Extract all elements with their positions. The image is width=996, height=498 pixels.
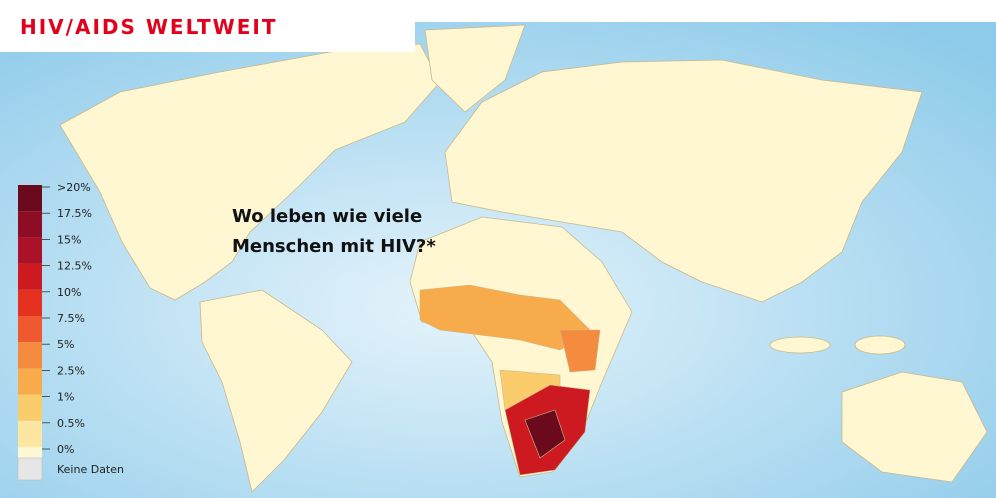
title-box — [0, 0, 415, 52]
continents — [59, 24, 988, 493]
legend-swatch — [18, 394, 42, 421]
legend-swatch — [18, 420, 42, 447]
legend-label: 0.5% — [57, 417, 85, 430]
southern-africa-core — [524, 409, 566, 459]
legend-swatch — [18, 368, 42, 395]
legend-swatch — [18, 211, 42, 238]
legend-label: Keine Daten — [57, 463, 124, 476]
legend-label: 15% — [57, 233, 81, 246]
west-africa — [419, 284, 591, 351]
legend-label: 12.5% — [57, 260, 92, 273]
legend-swatch — [18, 263, 42, 290]
eurasia — [444, 59, 923, 303]
subtitle-line: Menschen mit HIV?* — [232, 236, 436, 257]
north-america — [59, 43, 441, 301]
subtitle-line: Wo leben wie viele — [232, 206, 422, 227]
legend-label: 7.5% — [57, 312, 85, 325]
greenland — [424, 24, 526, 113]
legend-swatch — [18, 185, 42, 212]
legend-swatch — [18, 342, 42, 369]
east-africa — [559, 329, 601, 373]
australia — [841, 371, 988, 483]
south-america — [199, 289, 353, 493]
legend-label: 5% — [57, 338, 74, 351]
legend-swatch — [18, 289, 42, 316]
legend: >20% 17.5% 15% 12.5% 10% 7.5% 5% 2.5% 1% 0.5% 0% Ke… — [17, 181, 124, 481]
new-guinea — [854, 335, 906, 355]
legend-label: 2.5% — [57, 364, 85, 377]
legend-swatch — [18, 237, 42, 264]
legend-label: 0% — [57, 443, 74, 456]
title: HIV/AIDS WELTWEIT — [20, 15, 277, 39]
indonesia — [769, 336, 831, 354]
legend-label: 1% — [57, 391, 74, 404]
legend-label: 17.5% — [57, 207, 92, 220]
legend-label: 10% — [57, 286, 81, 299]
legend-swatch — [18, 316, 42, 343]
legend-label: >20% — [57, 181, 91, 194]
legend-swatch — [17, 457, 43, 481]
